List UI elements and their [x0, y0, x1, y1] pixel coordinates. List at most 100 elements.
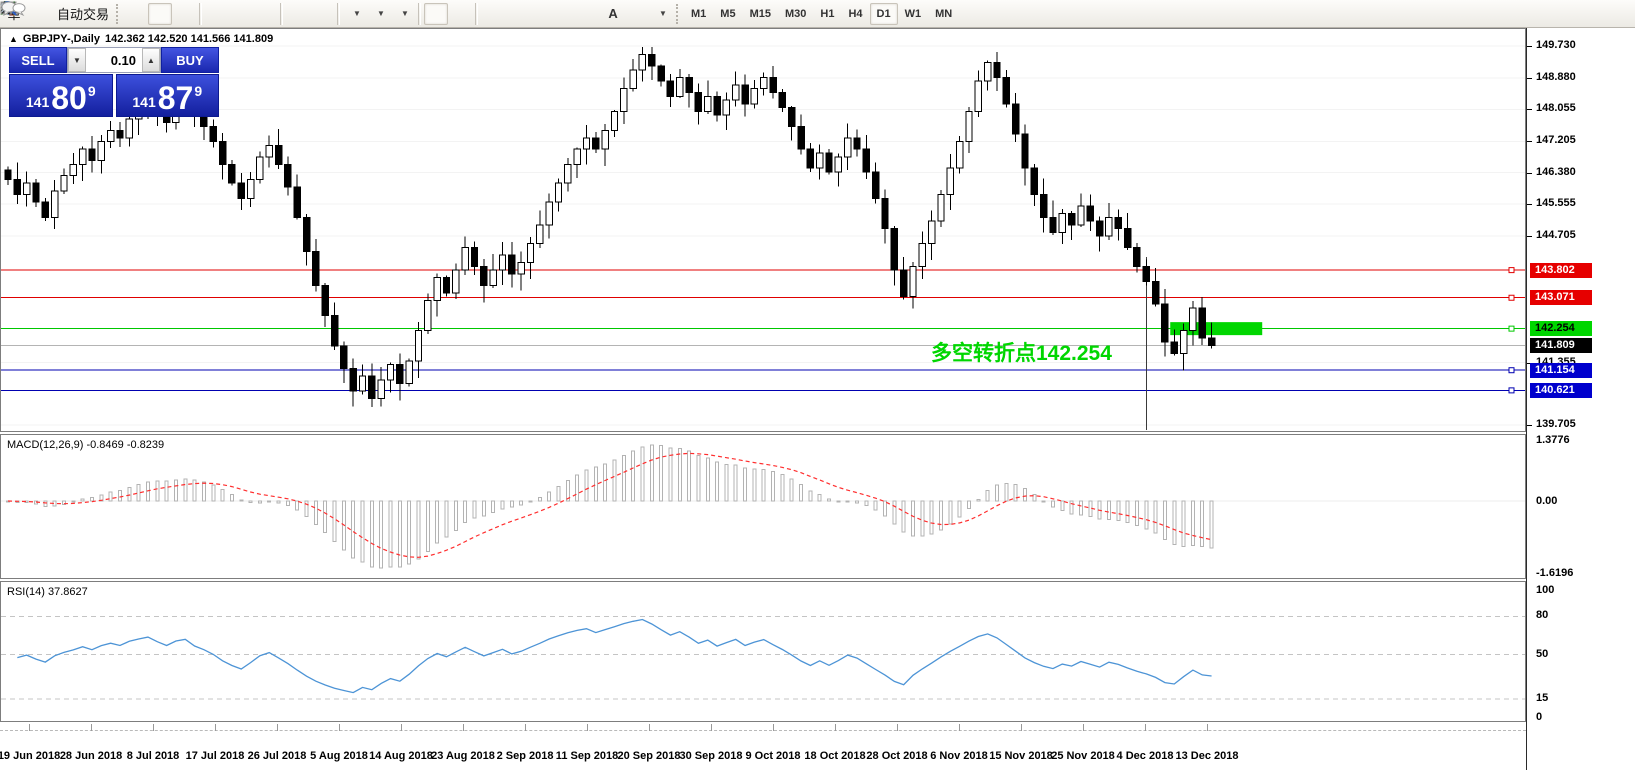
- candlestick-chart-button[interactable]: [2, 1, 173, 25]
- timeframe-button-h4[interactable]: H4: [848, 7, 863, 20]
- sell-button[interactable]: SELL: [9, 47, 67, 73]
- trendline-tool-button[interactable]: [1, 2, 553, 25]
- timeframe-button-m5[interactable]: M5: [720, 7, 736, 20]
- dropdown-caret-icon[interactable]: ▼: [401, 9, 409, 18]
- buy-button[interactable]: BUY: [161, 47, 219, 73]
- price-tick-mark: [1527, 109, 1532, 111]
- volume-increase-button[interactable]: ▲: [142, 48, 160, 72]
- time-tick-mark: [153, 724, 154, 731]
- sell-price-display[interactable]: 141 80 9: [9, 74, 113, 117]
- timeframe-button-m15[interactable]: M15: [749, 7, 771, 20]
- price-level-tag: 143.802: [1530, 262, 1592, 278]
- rsi-tick-label: 50: [1536, 647, 1549, 660]
- time-tick-label: 20 Sep 2018: [617, 750, 681, 762]
- time-tick-label: 23 Aug 2018: [431, 750, 495, 762]
- dropdown-caret-icon[interactable]: ▼: [377, 9, 385, 18]
- time-tick-label: 5 Aug 2018: [310, 750, 368, 762]
- horizontal-line-tool-button[interactable]: [2, 3, 529, 25]
- collapse-triangle-icon[interactable]: ▲: [9, 34, 18, 44]
- bar-chart-button[interactable]: [1, 2, 148, 25]
- buy-price-display[interactable]: 141 87 9: [115, 74, 219, 117]
- toolbar-grip: [116, 3, 121, 24]
- text-label-tool-button[interactable]: T: [0, 1, 649, 25]
- indicators-button[interactable]: ▼: [0, 1, 367, 25]
- timeframe-button-w1[interactable]: W1: [904, 7, 922, 20]
- chart-shift-button[interactable]: [1, 2, 334, 25]
- price-axis[interactable]: 149.730 148.880 148.055 147.205 146.380 145.5…: [1526, 28, 1635, 770]
- equidistant-channel-tool-button[interactable]: E: [0, 1, 577, 25]
- price-tick-mark: [1527, 425, 1532, 426]
- autoscroll-button[interactable]: [1, 2, 310, 25]
- timeframe-button-m30[interactable]: M30: [784, 7, 807, 20]
- cursor-button[interactable]: [4, 1, 449, 25]
- time-tick-label: 2 Sep 2018: [496, 750, 554, 762]
- toolbar-separator: [280, 2, 284, 25]
- zoom-out-button[interactable]: [1, 1, 253, 25]
- buy-price-big: 87: [157, 80, 194, 116]
- time-tick-mark: [29, 724, 30, 731]
- time-tick-mark: [773, 724, 774, 731]
- timeframe-button-m1[interactable]: M1: [691, 7, 707, 20]
- time-axis[interactable]: 19 Jun 2018 28 Jun 2018 8 Jul 2018 17 Jul 2…: [0, 724, 1526, 770]
- price-tick-mark: [1527, 172, 1532, 174]
- crosshair-button[interactable]: [2, 2, 472, 25]
- timeframe-group: M1 M5 M15 M30 H1 H4 D1 W1 MN: [684, 2, 959, 25]
- current-price-tag: 141.809: [1530, 337, 1592, 353]
- rsi-tick-label: 100: [1536, 584, 1555, 596]
- vertical-line-tool-button[interactable]: [4, 2, 505, 25]
- macd-indicator-label: MACD(12,26,9) -0.8469 -0.8239: [7, 439, 165, 451]
- volume-spinner: ▼ ▲: [67, 47, 161, 73]
- tile-windows-button[interactable]: [0, 1, 277, 25]
- time-tick-mark: [1207, 724, 1208, 731]
- text-tool-button[interactable]: A: [601, 3, 625, 25]
- time-tick-label: 8 Jul 2018: [126, 750, 180, 762]
- timeframe-button-d1[interactable]: D1: [869, 2, 898, 25]
- sell-price-big: 80: [51, 80, 87, 116]
- price-level-tag: 143.071: [1530, 290, 1592, 306]
- buy-price-sup: 9: [194, 83, 203, 99]
- price-level-tag: 141.154: [1530, 362, 1592, 378]
- rsi-canvas[interactable]: [1, 582, 1525, 721]
- toolbar-separator: [418, 2, 422, 25]
- rsi-tick-label: 0: [1536, 711, 1543, 723]
- dropdown-caret-icon[interactable]: ▼: [353, 9, 361, 18]
- time-tick-mark: [91, 724, 92, 731]
- arrows-tool-button[interactable]: ▼: [2, 2, 673, 25]
- toolbar: 单 自动交易: [0, 0, 1635, 28]
- time-tick-mark: [1145, 724, 1146, 731]
- time-tick-label: 19 Jun 2018: [0, 750, 61, 762]
- autotrade-button[interactable]: 自动交易: [0, 1, 113, 25]
- autotrade-label: 自动交易: [57, 7, 110, 22]
- price-tick-label: 145.555: [1536, 196, 1576, 209]
- price-tick-label: 148.880: [1536, 71, 1576, 84]
- fibonacci-tool-button[interactable]: F: [2, 2, 601, 25]
- macd-canvas[interactable]: [1, 435, 1525, 578]
- time-tick-mark: [649, 724, 650, 731]
- time-tick-label: 25 Nov 2018: [1051, 750, 1115, 762]
- periods-button[interactable]: ▼: [1, 1, 391, 25]
- price-chart-canvas[interactable]: [1, 29, 1525, 431]
- line-chart-button[interactable]: [0, 2, 196, 25]
- ohlc-values: 142.362 142.520 141.566 141.809: [104, 33, 274, 45]
- time-tick-mark: [835, 724, 836, 731]
- price-tick-mark: [1527, 78, 1532, 80]
- dropdown-caret-icon[interactable]: ▼: [659, 9, 667, 18]
- templates-button[interactable]: ▼: [0, 2, 415, 25]
- time-tick-label: 6 Nov 2018: [930, 750, 988, 762]
- time-tick-label: 28 Oct 2018: [866, 750, 928, 762]
- one-click-trading-widget: SELL ▼ ▲ BUY 141 80 9 141 87 9: [9, 47, 219, 117]
- price-level-tag: 140.621: [1530, 382, 1592, 398]
- timeframe-button-mn[interactable]: MN: [935, 7, 953, 20]
- volume-decrease-button[interactable]: ▼: [68, 48, 86, 72]
- rsi-panel[interactable]: RSI(14) 37.8627: [0, 581, 1526, 722]
- time-tick-label: 15 Nov 2018: [989, 750, 1053, 762]
- timeframe-button-h1[interactable]: H1: [820, 7, 835, 20]
- rsi-tick-label: 15: [1536, 691, 1549, 704]
- symbol-period-label: GBPJPY-,Daily: [22, 33, 100, 45]
- macd-panel[interactable]: MACD(12,26,9) -0.8469 -0.8239: [0, 434, 1526, 579]
- announcement-button[interactable]: [1, 1, 50, 25]
- zoom-in-button[interactable]: [1, 1, 229, 25]
- price-chart-panel[interactable]: ▲ GBPJPY-,Daily 142.362 142.520 141.566 …: [0, 28, 1526, 432]
- time-tick-mark: [525, 724, 526, 731]
- volume-input[interactable]: [86, 48, 142, 72]
